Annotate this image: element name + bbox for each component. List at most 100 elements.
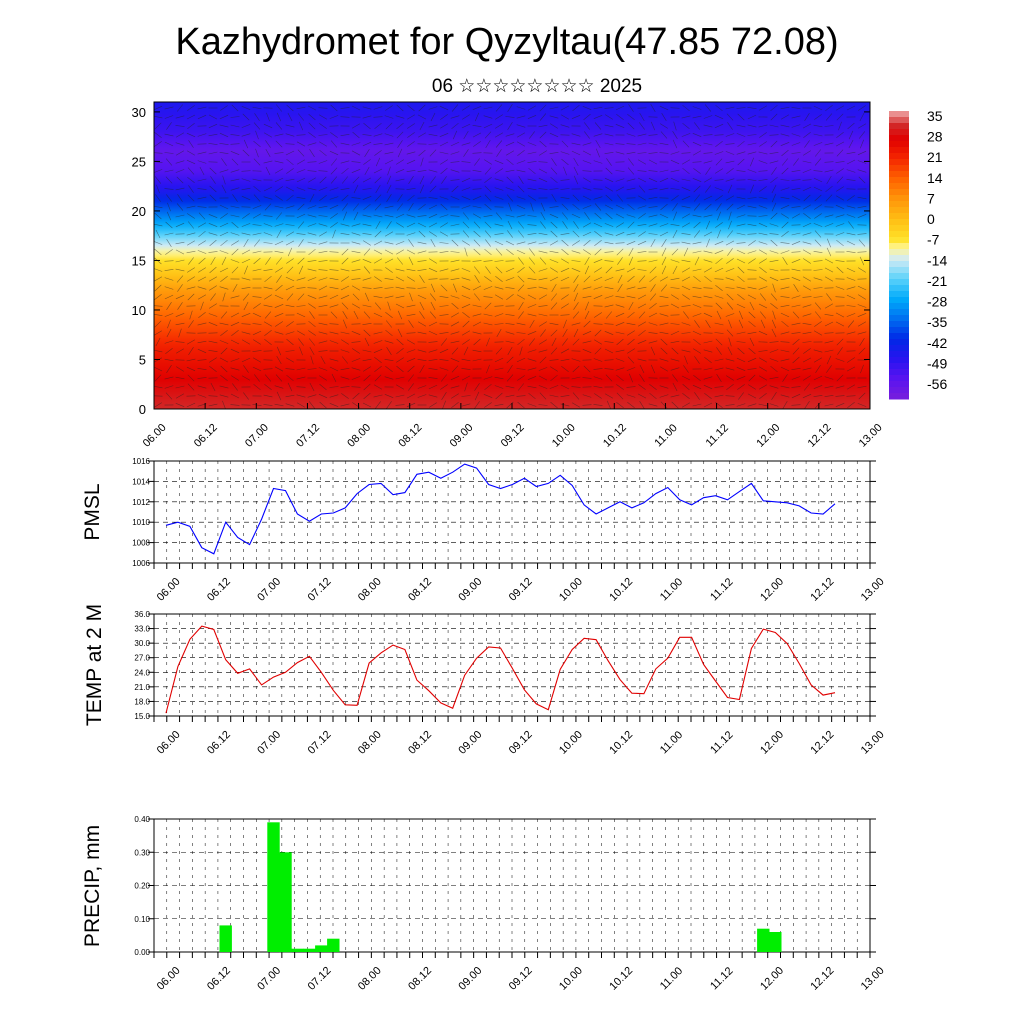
wind-barb: [175, 403, 185, 407]
wind-barb: [375, 157, 381, 167]
wind-barb: [693, 168, 701, 174]
wind-barb: [440, 159, 448, 165]
wind-barb: [461, 368, 471, 370]
wind-barb: [714, 114, 724, 120]
wind-barb: [308, 401, 316, 409]
wind-barb: [241, 133, 251, 137]
wind-barb: [176, 275, 184, 283]
wind-barb: [550, 221, 558, 229]
wind-barb: [659, 276, 669, 282]
wind-barb: [759, 132, 767, 138]
wind-barb: [154, 374, 162, 382]
wind-barb: [703, 142, 713, 146]
wind-barb: [154, 169, 163, 173]
wind-barb: [219, 340, 229, 344]
wind-barb: [428, 169, 438, 173]
wind-barb: [703, 115, 713, 119]
wind-barb: [286, 293, 294, 301]
wind-barb: [637, 224, 647, 226]
wind-barb: [484, 177, 492, 183]
wind-barb: [220, 311, 228, 319]
wind-barb: [362, 304, 372, 308]
wind-barb: [582, 286, 592, 290]
wind-barb: [593, 133, 603, 137]
wind-barb: [252, 350, 262, 352]
wind-barb: [374, 230, 382, 238]
wind-barb: [209, 167, 217, 175]
wind-barb: [728, 211, 732, 221]
wind-barb: [285, 394, 295, 398]
wind-barb: [793, 284, 799, 292]
wind-barb: [505, 277, 515, 281]
wind-barb: [397, 310, 403, 320]
wind-barb: [539, 104, 547, 112]
wind-barb: [648, 177, 658, 183]
wind-barb: [561, 248, 569, 256]
wind-barb: [472, 358, 482, 362]
colorbar-label: -7: [927, 232, 940, 248]
wind-barb: [593, 286, 603, 290]
wind-barb: [362, 323, 372, 325]
wind-barb: [737, 158, 745, 166]
colorbar-segment: [889, 333, 909, 340]
wind-barb: [461, 268, 471, 272]
wind-barb: [714, 322, 724, 326]
wind-barb: [736, 376, 746, 380]
wind-barb: [406, 358, 416, 362]
wind-barb: [771, 167, 777, 175]
wind-barb: [154, 330, 162, 336]
wind-barb: [637, 133, 647, 137]
wind-barb: [506, 356, 514, 364]
wind-barb: [659, 213, 669, 219]
wind-barb: [505, 323, 515, 325]
x-tick-label: 06.12: [205, 965, 233, 993]
wind-barb: [495, 266, 503, 274]
wind-barb: [836, 239, 844, 247]
wind-barb: [298, 265, 304, 275]
wind-barb: [780, 187, 790, 191]
wind-barb: [772, 283, 776, 293]
wind-barb: [539, 113, 547, 121]
wind-barb: [671, 347, 679, 355]
wind-barb: [582, 330, 592, 336]
wind-barb: [417, 385, 427, 389]
wind-barb: [824, 303, 834, 309]
wind-barb: [670, 177, 680, 183]
wind-barb: [780, 179, 790, 181]
wind-barb: [780, 133, 790, 137]
wind-barb: [736, 341, 746, 343]
wind-barb: [230, 134, 240, 136]
wind-barb: [758, 375, 768, 381]
wind-barb: [714, 295, 724, 299]
wind-barb: [439, 141, 449, 147]
x-tick-label: 11.00: [658, 729, 685, 756]
wind-barb: [242, 149, 250, 157]
wind-barb: [848, 139, 854, 149]
wind-barb: [307, 394, 317, 398]
colorbar-segment: [889, 111, 909, 118]
wind-barb: [835, 321, 845, 327]
wind-barb: [549, 276, 559, 282]
wind-barb: [384, 214, 394, 218]
y-tick-label: 30: [132, 105, 146, 120]
wind-barb: [527, 215, 537, 217]
wind-barb: [473, 266, 481, 274]
wind-barb: [462, 212, 470, 220]
wind-barb: [780, 242, 790, 244]
wind-barb: [474, 383, 480, 391]
x-tick-label: 07.00: [255, 729, 283, 757]
wind-barb: [495, 392, 503, 400]
wind-barb: [285, 205, 295, 209]
wind-barb: [670, 394, 680, 398]
wind-barb: [727, 248, 733, 256]
wind-barb: [362, 115, 372, 119]
wind-barb: [604, 232, 614, 236]
wind-barb: [220, 365, 228, 373]
wind-barb: [439, 231, 449, 237]
wind-barb: [450, 196, 460, 200]
wind-barb: [791, 241, 801, 245]
wind-barb: [373, 258, 383, 264]
wind-barb: [395, 295, 405, 299]
x-tick-label: 07.12: [306, 729, 334, 757]
x-tick-label: 10.00: [557, 729, 585, 757]
